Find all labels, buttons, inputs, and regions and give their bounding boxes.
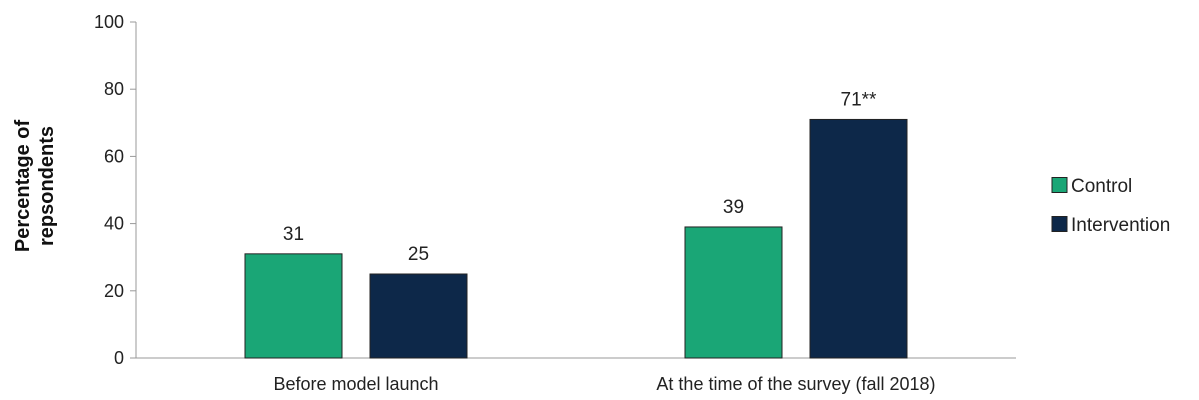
y-tick-label: 0 [114,348,124,368]
x-category-label: At the time of the survey (fall 2018) [656,374,935,394]
x-category-label: Before model launch [273,374,438,394]
bar-intervention [809,118,908,359]
bars [244,118,908,359]
legend-label-control: Control [1071,176,1132,197]
data-label: 25 [408,244,429,265]
y-axis: 0 20 40 60 80 100 [94,12,137,368]
data-label: 31 [283,224,304,245]
y-tick-label: 60 [104,146,124,166]
data-labels: 31 25 39 71** [283,89,877,265]
bar-control [684,226,783,359]
y-axis-title: Percentage of repsondents [12,120,58,253]
legend: Control Intervention [1051,176,1170,236]
data-label: 39 [723,197,744,218]
y-axis-title-line-2: repsondents [36,126,58,246]
y-tick-label: 100 [94,12,124,32]
x-axis: Before model launch At the time of the su… [136,357,1016,394]
bar-intervention [369,273,468,359]
y-axis-title-line-1: Percentage of [12,120,34,253]
bar-control [244,253,343,359]
legend-swatch-control [1051,177,1068,193]
data-label: 71** [841,89,878,110]
legend-swatch-intervention [1051,216,1068,232]
y-tick-label: 80 [104,79,124,99]
y-tick-label: 40 [104,214,124,234]
y-tick-label: 20 [104,281,124,301]
legend-label-intervention: Intervention [1071,215,1170,236]
